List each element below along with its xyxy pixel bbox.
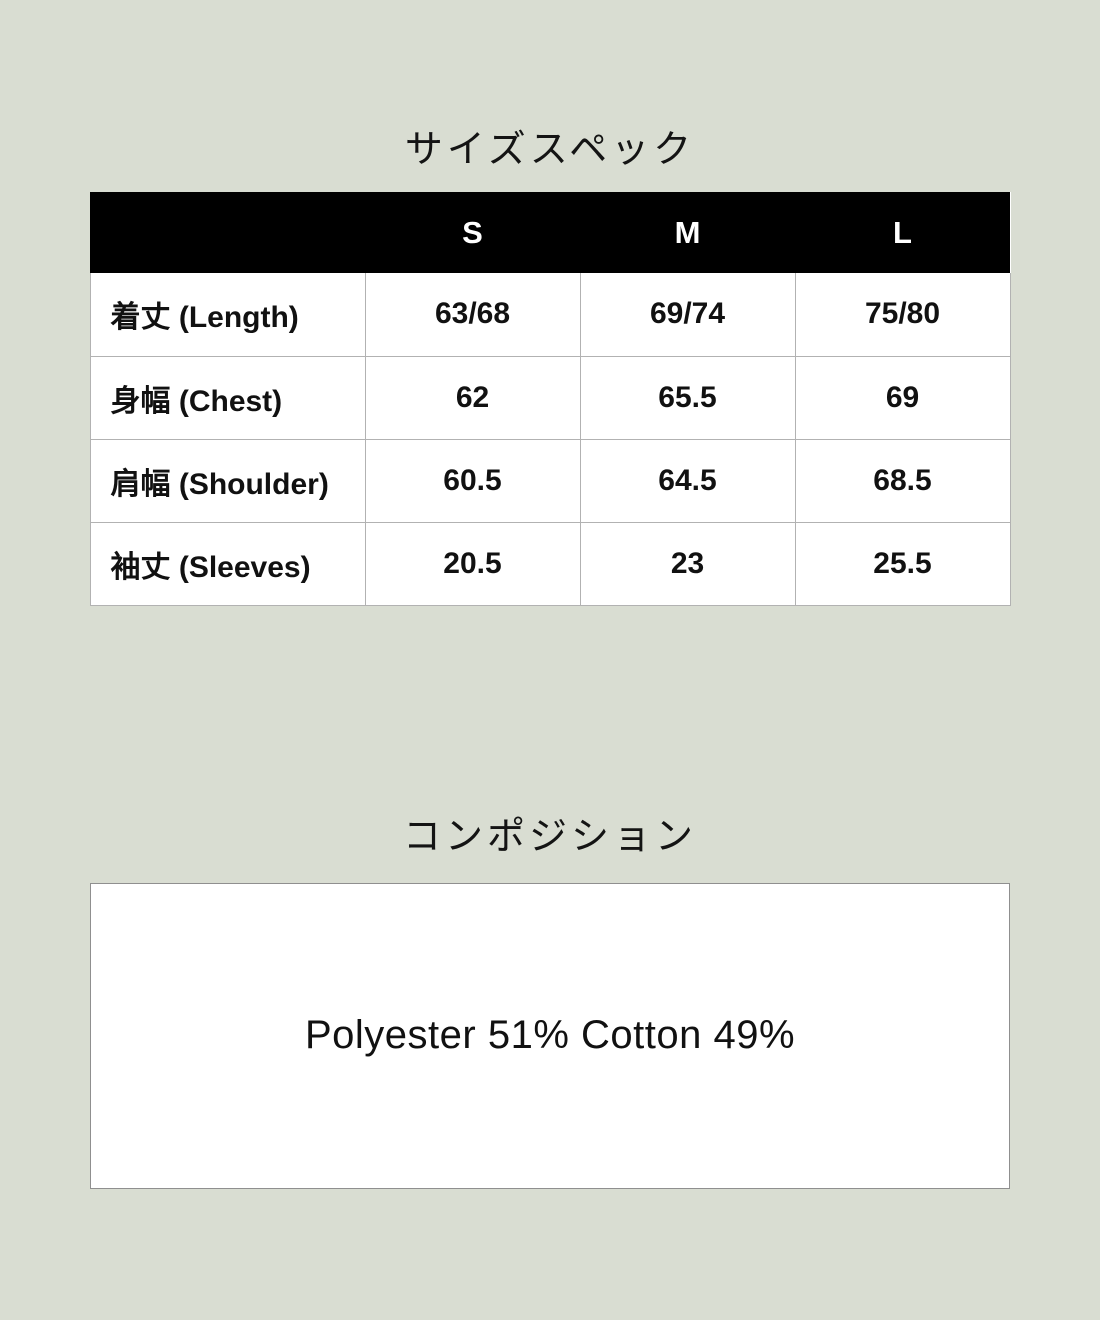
chest-m-value: 65.5 — [579, 355, 796, 440]
length-l-value: 75/80 — [794, 273, 1011, 357]
table-row-shoulder: 肩幅 (Shoulder) 60.5 64.5 68.5 — [89, 438, 1011, 523]
shoulder-l-value: 68.5 — [794, 438, 1011, 523]
sleeves-m-value: 23 — [579, 521, 796, 606]
table-row-chest: 身幅 (Chest) 62 65.5 69 — [89, 355, 1011, 440]
shoulder-m-value: 64.5 — [579, 438, 796, 523]
size-spec-title: サイズスペック — [404, 129, 696, 171]
chest-l-value: 69 — [794, 355, 1011, 440]
size-spec-header: S M L — [90, 192, 1010, 273]
length-m-value: 69/74 — [579, 273, 796, 357]
composition-title: コンポジション — [402, 815, 697, 858]
header-size-l: L — [795, 192, 1010, 273]
row-label-shoulder: 肩幅 (Shoulder) — [89, 438, 366, 523]
size-spec-table: S M L 着丈 (Length) 63/68 69/74 75/80 身幅 (… — [89, 192, 1011, 606]
length-s-value: 63/68 — [364, 273, 581, 357]
table-row-sleeves: 袖丈 (Sleeves) 20.5 23 25.5 — [89, 521, 1011, 606]
sleeves-s-value: 20.5 — [364, 521, 581, 606]
table-row-length: 着丈 (Length) 63/68 69/74 75/80 — [89, 273, 1011, 357]
chest-s-value: 62 — [364, 355, 581, 440]
composition-text: Polyester 51% Cotton 49% — [304, 1013, 796, 1057]
header-size-m: M — [580, 192, 795, 273]
header-row: S M L — [90, 192, 1010, 273]
header-size-s: S — [365, 192, 580, 273]
sleeves-l-value: 25.5 — [794, 521, 1011, 606]
header-corner-cell — [90, 192, 365, 273]
row-label-chest: 身幅 (Chest) — [89, 355, 366, 440]
row-label-length: 着丈 (Length) — [89, 273, 366, 357]
composition-box: Polyester 51% Cotton 49% — [90, 882, 1010, 1189]
shoulder-s-value: 60.5 — [364, 438, 581, 523]
row-label-sleeves: 袖丈 (Sleeves) — [89, 521, 366, 606]
